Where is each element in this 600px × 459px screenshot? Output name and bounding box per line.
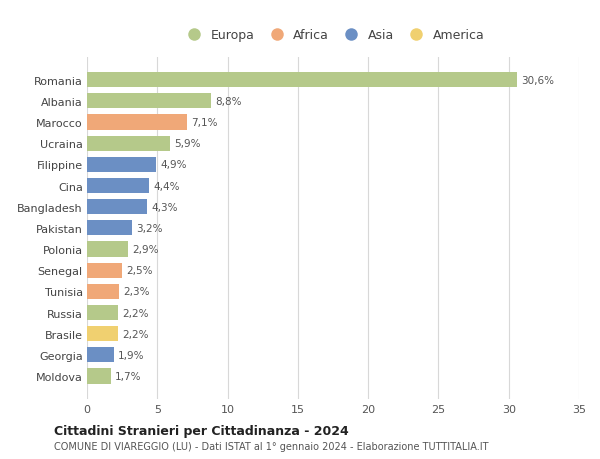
Bar: [87, 242, 128, 257]
Bar: [87, 136, 170, 151]
Text: 4,3%: 4,3%: [152, 202, 178, 212]
Text: 4,4%: 4,4%: [153, 181, 179, 191]
Bar: [87, 263, 122, 278]
Bar: [87, 115, 187, 130]
Text: 1,9%: 1,9%: [118, 350, 145, 360]
Text: 2,3%: 2,3%: [124, 287, 150, 297]
Text: 2,9%: 2,9%: [132, 245, 158, 254]
Bar: [87, 94, 211, 109]
Text: 7,1%: 7,1%: [191, 118, 218, 128]
Text: 2,2%: 2,2%: [122, 308, 149, 318]
Bar: [87, 305, 118, 320]
Text: Cittadini Stranieri per Cittadinanza - 2024: Cittadini Stranieri per Cittadinanza - 2…: [54, 424, 349, 437]
Text: 2,2%: 2,2%: [122, 329, 149, 339]
Bar: [87, 326, 118, 341]
Legend: Europa, Africa, Asia, America: Europa, Africa, Asia, America: [176, 24, 490, 47]
Text: 8,8%: 8,8%: [215, 97, 241, 106]
Text: COMUNE DI VIAREGGIO (LU) - Dati ISTAT al 1° gennaio 2024 - Elaborazione TUTTITAL: COMUNE DI VIAREGGIO (LU) - Dati ISTAT al…: [54, 441, 488, 451]
Text: 4,9%: 4,9%: [160, 160, 187, 170]
Bar: [87, 347, 114, 363]
Text: 5,9%: 5,9%: [174, 139, 200, 149]
Text: 1,7%: 1,7%: [115, 371, 142, 381]
Bar: [87, 157, 156, 173]
Text: 3,2%: 3,2%: [136, 224, 163, 233]
Bar: [87, 73, 517, 88]
Bar: [87, 284, 119, 299]
Bar: [87, 369, 111, 384]
Bar: [87, 200, 148, 215]
Text: 2,5%: 2,5%: [127, 266, 153, 275]
Bar: [87, 221, 132, 236]
Text: 30,6%: 30,6%: [521, 76, 554, 85]
Bar: [87, 179, 149, 194]
